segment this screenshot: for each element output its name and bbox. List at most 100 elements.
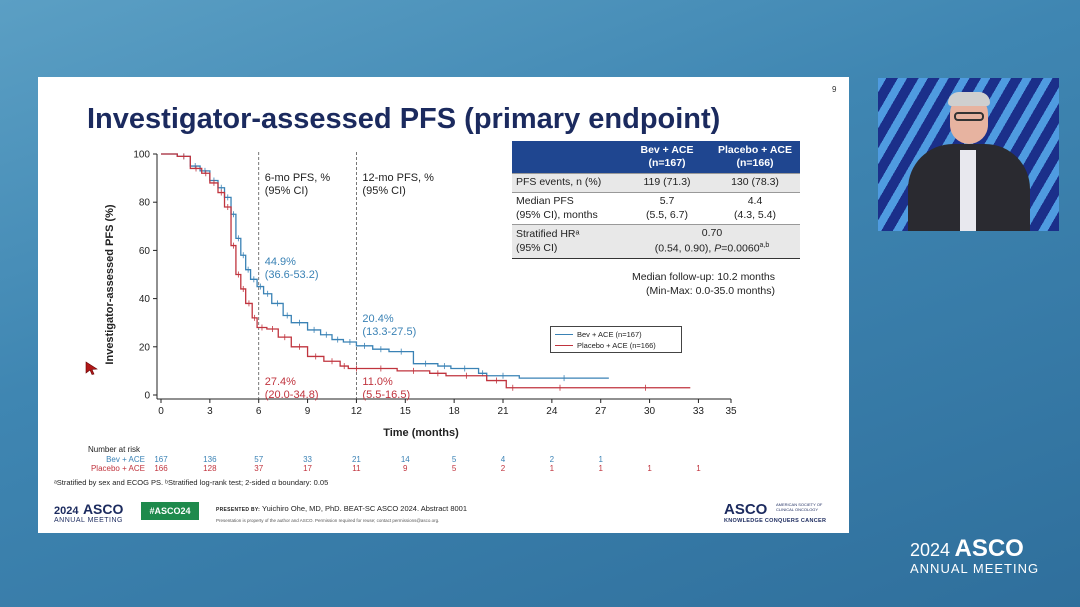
cell-hr: 0.70 (0.54, 0.90), P=0.0060a,b bbox=[624, 224, 800, 259]
row-label: Stratified HRᵃ (95% CI) bbox=[512, 224, 624, 259]
slide-number: 9 bbox=[832, 85, 837, 94]
bev-12mo-line: (13.3-27.5) bbox=[362, 326, 416, 338]
event-sub: ANNUAL MEETING bbox=[910, 561, 1040, 576]
x-tick-label: 0 bbox=[158, 406, 164, 417]
x-tick-label: 18 bbox=[449, 406, 461, 417]
cell-bev: 119 (71.3) bbox=[624, 173, 710, 193]
presented-by-label: PRESENTED BY: bbox=[216, 507, 261, 513]
logo-year: 2024 bbox=[54, 505, 79, 517]
x-tick-label: 35 bbox=[725, 406, 737, 417]
risk-count-bev: 14 bbox=[401, 455, 410, 464]
org-tagline: KNOWLEDGE CONQUERS CANCER bbox=[724, 518, 827, 524]
x-tick-label: 21 bbox=[497, 406, 509, 417]
chart-series bbox=[161, 153, 691, 391]
twelve-mo-header-line: 12-mo PFS, % bbox=[362, 172, 434, 184]
risk-count-placebo: 1 bbox=[550, 464, 555, 473]
hr-ci: (0.54, 0.90), bbox=[654, 242, 715, 255]
speaker-video bbox=[878, 78, 1059, 231]
risk-label-bev: Bev + ACE bbox=[106, 455, 145, 464]
risk-count-placebo: 9 bbox=[403, 464, 408, 473]
x-tick-label: 3 bbox=[207, 406, 213, 417]
y-tick-label: 100 bbox=[133, 150, 150, 161]
x-tick-label: 6 bbox=[256, 406, 262, 417]
six-mo-header-line: 6-mo PFS, % bbox=[265, 172, 331, 184]
x-axis-label: Time (months) bbox=[383, 427, 459, 439]
legend-line-placebo bbox=[555, 345, 573, 346]
y-tick-label: 0 bbox=[144, 391, 150, 402]
x-tick-label: 12 bbox=[351, 406, 363, 417]
y-tick-label: 80 bbox=[139, 198, 151, 209]
risk-count-placebo: 2 bbox=[501, 464, 506, 473]
x-tick-label: 9 bbox=[305, 406, 311, 417]
chart-annotations: 6-mo PFS, %(95% CI)12-mo PFS, %(95% CI)4… bbox=[265, 172, 434, 401]
p-sup: a,b bbox=[759, 241, 770, 249]
presenter-name: Yuichiro Ohe, MD, PhD. BEAT-SC ASCO 2024… bbox=[262, 504, 468, 513]
x-tick-label: 27 bbox=[595, 406, 607, 417]
slide: 9 Investigator-assessed PFS (primary end… bbox=[38, 77, 849, 533]
risk-count-placebo: 1 bbox=[696, 464, 701, 473]
risk-count-placebo: 5 bbox=[452, 464, 457, 473]
speaker-shirt bbox=[960, 150, 976, 231]
hr-value: 0.70 bbox=[701, 227, 723, 240]
row-label: PFS events, n (%) bbox=[512, 173, 624, 193]
laser-pointer-icon bbox=[85, 361, 98, 375]
hashtag-badge: #ASCO24 bbox=[141, 502, 199, 520]
x-tick-label: 15 bbox=[400, 406, 412, 417]
placebo-12mo-line: (5.5-16.5) bbox=[362, 389, 410, 401]
table-header-placebo: Placebo + ACE (n=166) bbox=[710, 141, 800, 174]
event-logo: 2024 ASCO ANNUAL MEETING bbox=[910, 535, 1039, 576]
org-society: AMERICAN SOCIETY OF CLINICAL ONCOLOGY bbox=[776, 502, 823, 512]
table-row: Stratified HRᵃ (95% CI) 0.70 (0.54, 0.90… bbox=[512, 224, 800, 259]
legend-label-placebo: Placebo + ACE (n=166) bbox=[577, 341, 656, 350]
risk-count-placebo: 17 bbox=[303, 464, 312, 473]
legend-line-bev bbox=[555, 334, 573, 335]
event-asco: ASCO bbox=[954, 535, 1024, 562]
risk-table-title: Number at risk bbox=[88, 445, 141, 454]
legend-label-bev: Bev + ACE (n=167) bbox=[577, 330, 642, 339]
bev-12mo-line: 20.4% bbox=[362, 313, 393, 325]
followup-line2: (Min-Max: 0.0-35.0 months) bbox=[646, 285, 775, 298]
logo-asco: ASCO bbox=[82, 501, 124, 517]
risk-count-placebo: 11 bbox=[352, 464, 361, 473]
table-header-blank bbox=[512, 141, 624, 174]
x-tick-label: 33 bbox=[693, 406, 705, 417]
disclaimer: Presentation is property of the author a… bbox=[216, 518, 440, 523]
x-tick-label: 24 bbox=[546, 406, 558, 417]
asco-society-logo: ASCO AMERICAN SOCIETY OF CLINICAL ONCOLO… bbox=[724, 501, 826, 524]
chart-axes: 0 3 6 9 12 15 18 21 24 27 30 33 35 0 20 40 60 80 100 Time (… bbox=[104, 150, 737, 440]
risk-count-bev: 2 bbox=[550, 455, 555, 464]
risk-count-placebo: 128 bbox=[203, 464, 217, 473]
cell-placebo: 130 (78.3) bbox=[710, 173, 800, 193]
placebo-12mo-line: 11.0% bbox=[362, 376, 393, 388]
risk-count-placebo: 1 bbox=[647, 464, 652, 473]
km-curve-placebo bbox=[161, 153, 691, 389]
six-mo-header-line: (95% CI) bbox=[265, 185, 308, 197]
y-tick-label: 20 bbox=[139, 342, 151, 353]
followup-text: Median follow-up: 10.2 months (Min-Max: … bbox=[632, 270, 775, 298]
legend-item-bev: Bev + ACE (n=167) bbox=[555, 329, 677, 340]
risk-count-bev: 57 bbox=[254, 455, 263, 464]
risk-count-placebo: 166 bbox=[154, 464, 168, 473]
risk-count-bev: 136 bbox=[203, 455, 217, 464]
risk-count-bev: 33 bbox=[303, 455, 312, 464]
y-axis-label: Investigator-assessed PFS (%) bbox=[104, 204, 116, 365]
legend-item-placebo: Placebo + ACE (n=166) bbox=[555, 340, 677, 351]
slide-title: Investigator-assessed PFS (primary endpo… bbox=[87, 103, 721, 135]
header-bev-text: Bev + ACE (n=167) bbox=[640, 144, 694, 170]
reference-lines bbox=[258, 152, 357, 399]
org-asco: ASCO bbox=[724, 501, 768, 518]
stats-table: Bev + ACE (n=167) Placebo + ACE (n=166) … bbox=[512, 141, 800, 259]
y-tick-label: 40 bbox=[139, 294, 151, 305]
risk-count-placebo: 1 bbox=[598, 464, 603, 473]
cell-bev: 5.7 (5.5, 6.7) bbox=[645, 194, 689, 221]
risk-label-placebo: Placebo + ACE bbox=[91, 464, 145, 473]
chart-legend: Bev + ACE (n=167) Placebo + ACE (n=166) bbox=[550, 326, 682, 353]
footnote: ᵃStratified by sex and ECOG PS. ᵇStratif… bbox=[54, 478, 329, 487]
placebo-6mo-line: (20.0-34.8) bbox=[265, 389, 319, 401]
event-year: 2024 bbox=[910, 540, 951, 560]
x-tick-label: 30 bbox=[644, 406, 656, 417]
twelve-mo-header-line: (95% CI) bbox=[362, 185, 405, 197]
risk-count-placebo: 37 bbox=[254, 464, 263, 473]
speaker-hair bbox=[948, 92, 990, 106]
